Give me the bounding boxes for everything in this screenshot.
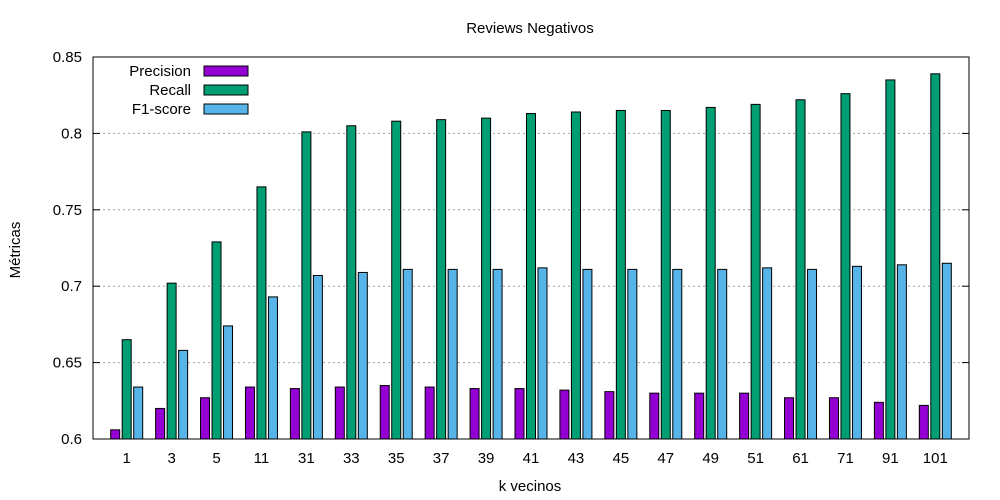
bar-precision [873, 401, 884, 440]
bar-precision [379, 385, 390, 440]
y-tick-label: 0.65 [53, 355, 82, 372]
x-tick-label: 5 [212, 450, 220, 467]
bar-precision [649, 392, 660, 440]
bar-recall [211, 241, 222, 440]
bar-precision [604, 391, 615, 440]
bar-f1-score [178, 349, 189, 440]
bar-f1-score [717, 268, 728, 440]
bar-recall [481, 117, 492, 440]
bar-f1-score [582, 268, 593, 440]
x-axis-label: k vecinos [499, 478, 562, 495]
bar-precision [244, 386, 255, 440]
x-tick-label: 11 [254, 450, 270, 467]
bar-f1-score [223, 325, 234, 440]
bar-precision [469, 388, 480, 440]
chart-title: Reviews Negativos [466, 20, 594, 37]
x-tick-label: 37 [433, 450, 450, 467]
legend-label: Recall [149, 82, 191, 99]
bar-recall [391, 120, 402, 440]
legend-swatch [203, 103, 249, 115]
bar-f1-score [627, 268, 638, 440]
bar-f1-score [537, 267, 548, 440]
bar-recall [526, 113, 536, 440]
x-tick-label: 61 [792, 450, 809, 467]
y-tick-label: 0.7 [61, 278, 82, 295]
bar-recall [660, 109, 671, 440]
grid-lines [93, 132, 969, 364]
legend-swatch [203, 84, 249, 96]
bar-f1-score [896, 264, 907, 440]
x-tick-label: 35 [388, 450, 405, 467]
bar-precision [200, 397, 211, 440]
y-tick-label: 0.85 [53, 49, 82, 66]
x-tick-label: 45 [613, 450, 630, 467]
legend-swatch [203, 65, 249, 77]
bar-recall [840, 93, 851, 440]
legend-label: Precision [129, 63, 191, 80]
legend-label: F1-score [132, 101, 191, 118]
axis-ticks: 0.60.650.70.750.80.851 3 5 11 31 33 35 37 39 41 43… [53, 49, 969, 467]
x-tick-label: 71 [837, 450, 854, 467]
legend: Precision Recall F1-score [129, 63, 249, 118]
x-tick-label: 47 [657, 450, 674, 467]
bar-f1-score [941, 262, 952, 440]
bar-precision [784, 397, 795, 440]
bar-recall [121, 339, 132, 440]
bar-recall [885, 79, 896, 440]
bar-f1-score [133, 386, 144, 440]
x-tick-label: 31 [298, 450, 315, 467]
bar-recall [750, 103, 761, 440]
bar-f1-score [312, 275, 323, 440]
x-tick-label: 43 [568, 450, 585, 467]
bar-precision [334, 386, 345, 440]
x-tick-label: 1 [123, 450, 131, 467]
x-tick-label: 41 [523, 450, 540, 467]
bar-precision [155, 407, 166, 440]
bar-precision [739, 392, 750, 440]
bar-f1-score [762, 267, 773, 440]
bar-recall [615, 109, 626, 440]
bar-f1-score [447, 268, 458, 440]
bar-recall [795, 99, 806, 440]
bar-f1-score [402, 268, 413, 440]
bar-precision [424, 386, 435, 440]
bar-f1-score [672, 268, 683, 440]
y-axis-label: Métricas [7, 222, 24, 279]
bar-recall [166, 282, 177, 440]
y-tick-label: 0.75 [53, 202, 82, 219]
bar-recall [346, 125, 357, 440]
x-tick-label: 101 [923, 450, 948, 467]
bar-precision [514, 388, 525, 440]
bar-recall [256, 186, 267, 440]
x-tick-label: 33 [343, 450, 360, 467]
bar-recall [930, 73, 941, 440]
x-tick-label: 91 [882, 450, 899, 467]
bar-recall [705, 106, 716, 440]
bar-f1-score [267, 296, 278, 440]
bar-precision [828, 397, 839, 440]
x-tick-label: 49 [702, 450, 719, 467]
bar-f1-score [851, 265, 862, 440]
x-tick-label: 3 [167, 450, 175, 467]
y-tick-label: 0.6 [61, 431, 82, 448]
bars [110, 73, 952, 440]
bar-precision [559, 389, 570, 440]
bar-precision [694, 392, 705, 440]
bar-precision [289, 388, 300, 440]
bar-f1-score [492, 268, 503, 440]
y-tick-label: 0.8 [61, 125, 82, 142]
bar-precision [110, 429, 121, 440]
x-tick-label: 39 [478, 450, 495, 467]
bar-f1-score [357, 271, 368, 440]
bar-recall [436, 119, 447, 440]
plot-frame [92, 56, 970, 440]
x-tick-label: 51 [747, 450, 764, 467]
bar-precision [918, 404, 929, 440]
bar-f1-score [807, 268, 818, 440]
bar-recall [570, 111, 581, 440]
bar-recall [301, 131, 312, 440]
